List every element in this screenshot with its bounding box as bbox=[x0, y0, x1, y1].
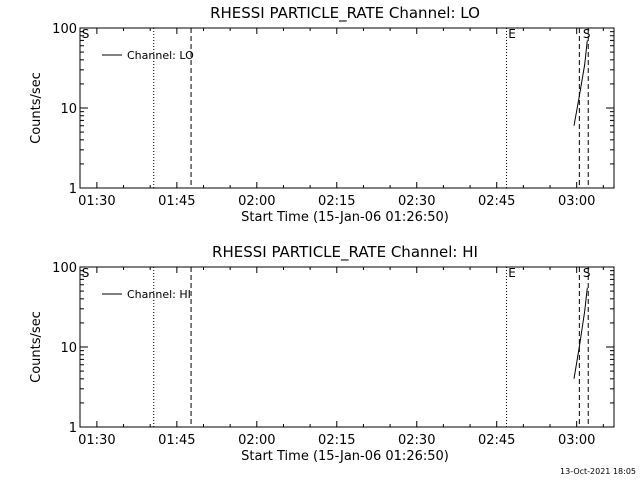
x-axis-label: Start Time (15-Jan-06 01:26:50) bbox=[241, 210, 449, 225]
y-tick-label: 1 bbox=[69, 182, 77, 197]
event-marker-S: S bbox=[583, 27, 591, 41]
x-tick-label: 03:00 bbox=[558, 194, 595, 209]
event-marker-S: S bbox=[583, 266, 591, 280]
x-tick-label: 02:15 bbox=[318, 433, 355, 448]
chart-title: RHESSI PARTICLE_RATE Channel: HI bbox=[212, 243, 478, 262]
y-tick-label: 100 bbox=[52, 261, 77, 276]
y-tick-label: 10 bbox=[60, 341, 77, 356]
event-marker-S: S bbox=[82, 266, 90, 280]
y-axis-label: Counts/sec bbox=[29, 72, 44, 144]
x-tick-label: 01:30 bbox=[78, 194, 115, 209]
legend: Channel: LO bbox=[102, 49, 194, 62]
legend-entry: Channel: HI bbox=[127, 288, 191, 301]
x-tick-label: 02:15 bbox=[318, 194, 355, 209]
x-tick-label: 02:45 bbox=[478, 194, 515, 209]
x-tick-label: 01:30 bbox=[78, 433, 115, 448]
x-tick-label: 02:00 bbox=[238, 433, 275, 448]
x-tick-label: 02:00 bbox=[238, 194, 275, 209]
series-line bbox=[573, 40, 588, 126]
y-axis-label: Counts/sec bbox=[29, 311, 44, 383]
x-tick-label: 02:30 bbox=[398, 433, 435, 448]
x-tick-label: 02:45 bbox=[478, 433, 515, 448]
x-tick-label: 01:45 bbox=[158, 433, 195, 448]
y-tick-label: 1 bbox=[69, 421, 77, 436]
y-tick-label: 100 bbox=[52, 22, 77, 37]
chart-panel-2: RHESSI PARTICLE_RATE Channel: HI 01:30 01:… bbox=[29, 243, 615, 464]
event-marker-E: E bbox=[508, 266, 516, 280]
x-axis-label: Start Time (15-Jan-06 01:26:50) bbox=[241, 449, 449, 464]
timestamp-stamp: 13-Oct-2021 18:05 bbox=[560, 467, 636, 476]
x-tick-label: 02:30 bbox=[398, 194, 435, 209]
chart-panel-1: RHESSI PARTICLE_RATE Channel: LO 01:30 01:… bbox=[29, 4, 615, 225]
event-marker-S: S bbox=[82, 27, 90, 41]
y-tick-label: 10 bbox=[60, 102, 77, 117]
x-tick-label: 03:00 bbox=[558, 433, 595, 448]
chart-title: RHESSI PARTICLE_RATE Channel: LO bbox=[210, 4, 480, 23]
event-marker-E: E bbox=[508, 27, 516, 41]
x-tick-label: 01:45 bbox=[158, 194, 195, 209]
series-line bbox=[573, 287, 588, 379]
legend-entry: Channel: LO bbox=[127, 49, 194, 62]
legend: Channel: HI bbox=[102, 288, 191, 301]
